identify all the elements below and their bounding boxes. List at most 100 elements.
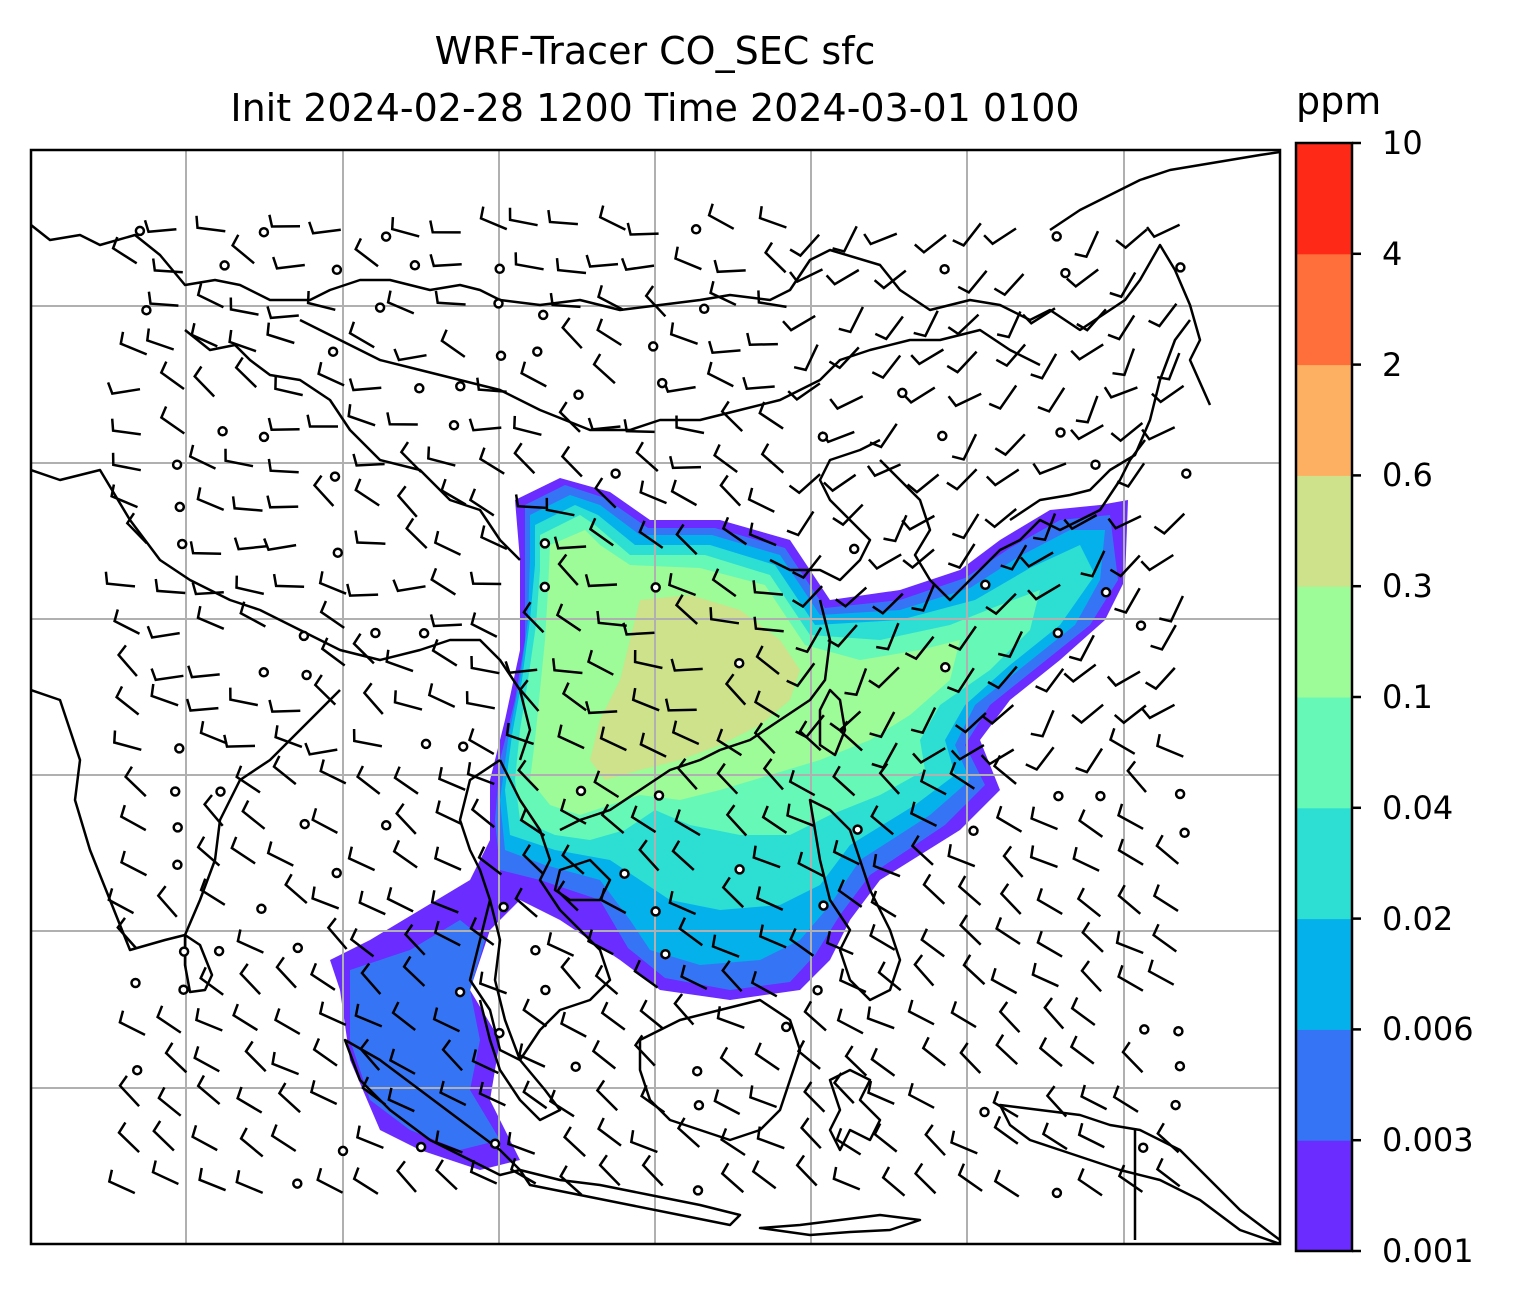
wind-barb xyxy=(674,809,701,837)
wind-barb xyxy=(984,508,1017,529)
wind-barb xyxy=(199,966,224,996)
wind-barb xyxy=(1141,426,1176,441)
calm-wind-marker xyxy=(327,346,339,357)
wind-barb xyxy=(392,839,418,869)
wind-barb xyxy=(987,665,1018,690)
calm-wind-marker xyxy=(1179,827,1190,839)
wind-barb xyxy=(1030,806,1058,831)
wind-barb xyxy=(788,769,816,797)
wind-barb xyxy=(352,1167,379,1195)
wind-barb xyxy=(870,890,897,918)
wind-barb xyxy=(469,916,495,946)
wind-barb xyxy=(270,1124,297,1153)
calm-wind-marker xyxy=(1051,1187,1063,1199)
calm-wind-marker xyxy=(258,226,270,238)
wind-barb xyxy=(713,259,746,274)
calm-wind-marker xyxy=(1174,788,1186,800)
wind-barb xyxy=(910,348,945,366)
calm-wind-marker xyxy=(172,822,183,833)
wind-barb xyxy=(867,1080,895,1105)
wind-barb xyxy=(1077,1168,1103,1197)
calm-wind-marker xyxy=(940,662,951,673)
wind-barb xyxy=(1022,307,1056,325)
wind-barb xyxy=(906,473,940,494)
wind-barb xyxy=(556,880,579,912)
wind-barb xyxy=(1106,670,1141,688)
wind-barb xyxy=(558,401,581,433)
wind-barb xyxy=(1107,514,1142,530)
wind-barb xyxy=(869,711,896,739)
wind-barb xyxy=(429,253,462,268)
wind-barb xyxy=(468,488,495,517)
calm-wind-marker xyxy=(692,1185,704,1196)
calm-wind-marker xyxy=(258,431,270,443)
wind-barb xyxy=(1032,513,1057,542)
wind-barb xyxy=(711,934,740,958)
calm-wind-marker xyxy=(134,225,146,237)
wind-barb xyxy=(478,1081,506,1107)
wind-barb xyxy=(592,353,616,385)
wind-barb xyxy=(598,205,626,231)
wind-barb xyxy=(1117,1164,1144,1193)
wind-barb xyxy=(471,1049,499,1075)
wind-barb xyxy=(1041,1122,1068,1151)
wind-barb xyxy=(433,920,461,947)
wind-barb xyxy=(477,846,503,876)
wind-barb xyxy=(393,348,427,362)
wind-barb xyxy=(509,1157,537,1185)
wind-barb xyxy=(113,609,141,635)
wind-barb xyxy=(668,573,697,597)
wind-barb xyxy=(957,875,982,906)
wind-barb xyxy=(273,1008,301,1035)
himalaya-border xyxy=(31,468,532,761)
wind-barb xyxy=(839,720,863,752)
wind-barb xyxy=(348,321,375,349)
wind-barb xyxy=(190,322,218,348)
wind-barb xyxy=(995,1034,1019,1066)
calm-wind-marker xyxy=(420,738,432,750)
wind-barb xyxy=(1112,1085,1139,1113)
wind-barb xyxy=(267,417,300,431)
wind-barb xyxy=(522,601,545,634)
wind-barb xyxy=(747,487,775,513)
wind-barb xyxy=(434,290,466,306)
colorbar-tick-label: 4 xyxy=(1382,234,1403,273)
wind-barb xyxy=(117,1121,140,1153)
wind-barb xyxy=(595,1079,619,1112)
colorbar-tick-label: 0.003 xyxy=(1382,1121,1474,1160)
calm-wind-marker xyxy=(979,1106,990,1118)
wind-barb xyxy=(720,400,744,432)
wind-barb xyxy=(143,219,177,234)
wind-barb xyxy=(1151,384,1185,404)
calm-wind-marker xyxy=(498,901,509,913)
colorbar-band xyxy=(1296,364,1352,476)
wind-barb xyxy=(1070,424,1104,441)
calm-wind-marker xyxy=(217,426,228,437)
sulawesi xyxy=(828,1068,882,1152)
calm-wind-marker xyxy=(174,743,185,754)
wind-barb xyxy=(993,1115,1019,1145)
wind-barb xyxy=(631,687,660,712)
wind-barb xyxy=(835,1127,862,1156)
calm-wind-marker xyxy=(980,579,991,591)
wind-barb xyxy=(993,1169,1020,1198)
wind-barb xyxy=(466,762,495,786)
wind-barb xyxy=(832,503,864,527)
calm-wind-marker xyxy=(292,942,304,954)
wind-barb xyxy=(549,292,581,309)
wind-barb xyxy=(796,1039,821,1070)
wind-barb xyxy=(118,1010,146,1037)
wind-barb xyxy=(670,479,698,507)
wind-barb xyxy=(191,582,224,596)
wind-barb xyxy=(838,968,867,994)
wind-barb xyxy=(639,480,667,505)
wind-barb xyxy=(268,214,301,228)
wind-barb xyxy=(1140,553,1174,572)
wind-barb xyxy=(957,1163,983,1192)
colorbar-tick-label: 2 xyxy=(1382,345,1403,384)
wind-barb xyxy=(948,625,977,651)
wind-barb xyxy=(193,365,216,398)
wind-barb xyxy=(435,1159,458,1191)
wind-barb xyxy=(559,1165,583,1196)
wind-barb xyxy=(907,999,935,1026)
